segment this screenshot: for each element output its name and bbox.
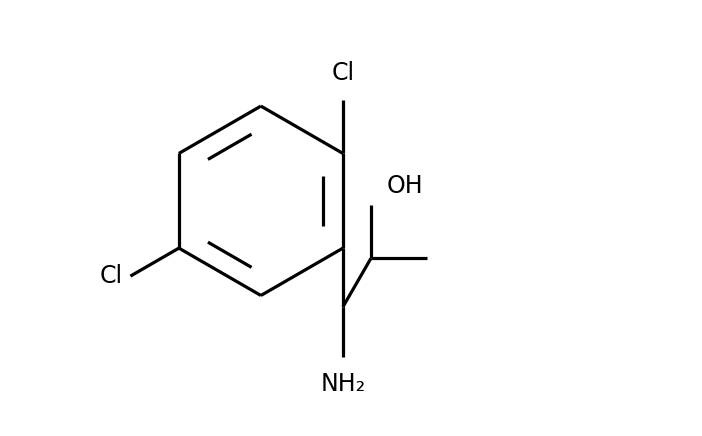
Text: Cl: Cl <box>100 264 123 288</box>
Text: NH₂: NH₂ <box>320 372 366 396</box>
Text: OH: OH <box>386 174 423 198</box>
Text: Cl: Cl <box>331 61 355 85</box>
